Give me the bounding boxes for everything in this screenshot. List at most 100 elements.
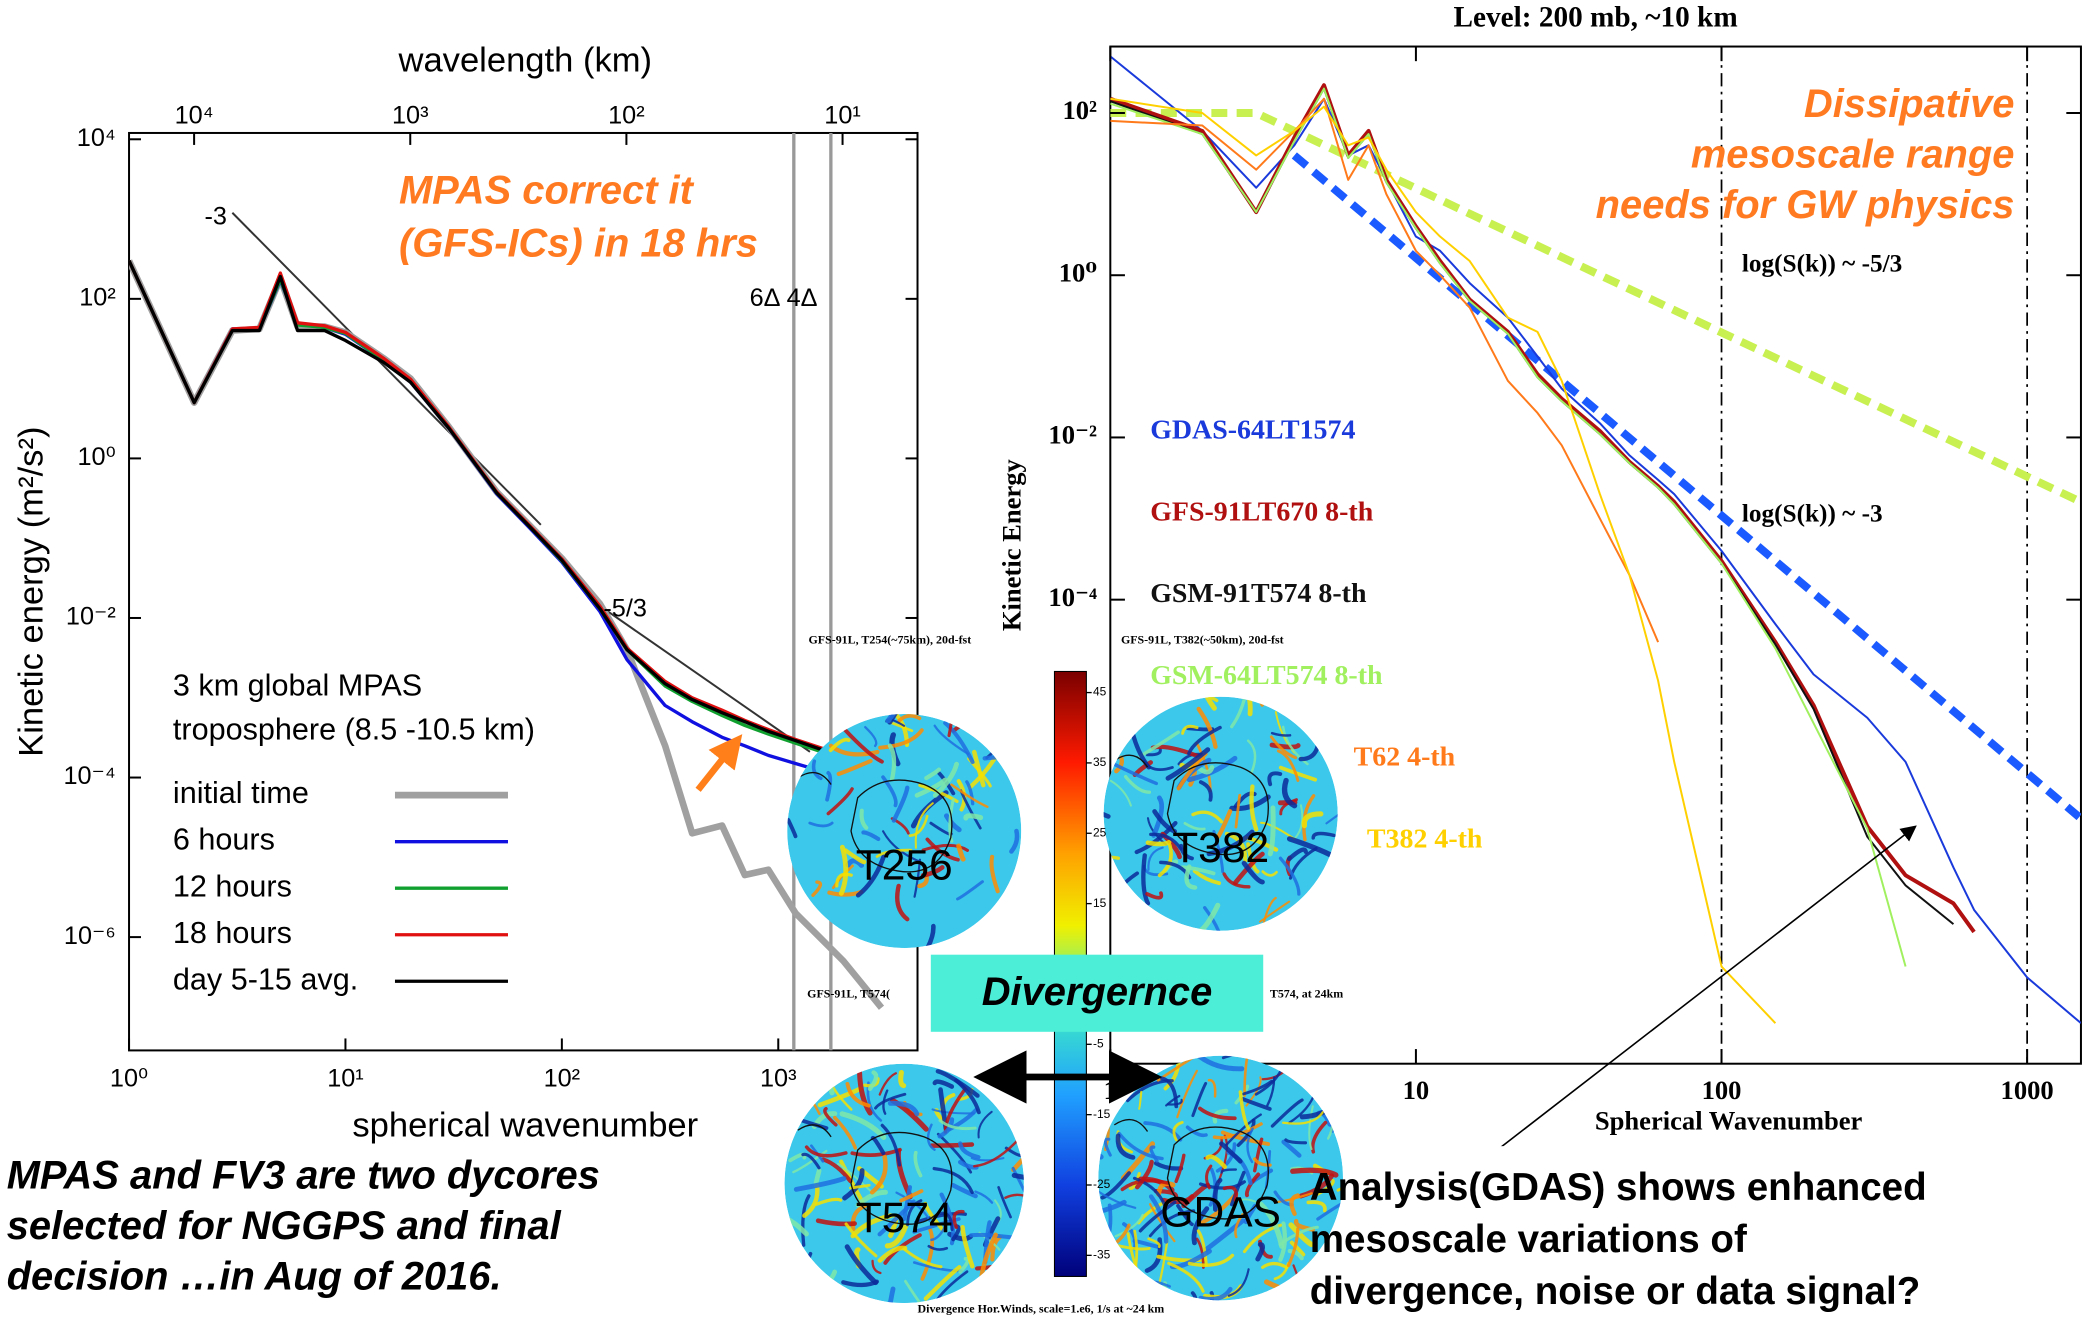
map-wave [957,1159,979,1170]
map-wave [826,787,854,816]
map-wave [1100,1171,1131,1200]
map-wave [1011,1132,1024,1173]
map-wave [1246,739,1257,775]
map-label: T574 [856,1194,953,1242]
map-wave [1198,1286,1233,1301]
map-wave [844,1244,879,1286]
map-wave [867,1070,879,1092]
map-wave [1325,800,1338,825]
map-wave [904,1279,931,1304]
y-axis-label: Kinetic Energy [997,458,1027,631]
x-axis-label: Spherical Wavenumber [1595,1106,1863,1136]
map-wave [1311,831,1336,840]
note: mesoscale variations of [1310,1218,1747,1261]
map-wave [1289,1193,1300,1216]
map-wave [1172,1120,1184,1142]
map-wave [1145,839,1172,847]
map-wave [985,725,1022,760]
map-wave [933,724,970,756]
legend-label: GSM-64LT574 8-th [1150,660,1383,691]
map-wave [1145,891,1164,900]
map-wave [864,725,878,748]
map-wave [857,1069,873,1116]
map-wave [1205,1164,1213,1190]
y-tick-label: 10⁴ [77,124,116,152]
note: needs for GW physics [1596,183,2015,227]
map-wave [1147,846,1164,871]
y-axis-label: Kinetic energy (m²/s²) [12,427,50,757]
map-wave [801,1152,821,1170]
map-wave [1287,1248,1304,1261]
map-wave [902,1185,913,1221]
x-tick-label: 10 [1403,1075,1430,1105]
map-wave [1196,706,1218,749]
map-wave [1241,1097,1272,1111]
map-wave [1220,1130,1271,1146]
note: Analysis(GDAS) shows enhanced [1310,1166,1927,1209]
note: MPAS correct it [399,168,695,212]
legend-label: GFS-91LT670 8-th [1150,496,1374,527]
map-wave [1197,696,1217,711]
map-panels: T256 GFS-91L, T254(~75km), 20d-fst T382 GFS… [784,633,1343,1315]
y-tick-label: 10² [1062,95,1097,125]
map-wave [884,1223,909,1249]
map-wave [950,783,989,808]
map-wave [891,785,910,823]
map-wave [1156,1254,1206,1263]
slope-label: -5/3 [603,595,647,623]
map-wave [1122,1222,1138,1251]
map-wave [823,1106,838,1127]
map-wave [811,759,823,781]
map-wave [1123,774,1152,794]
map-wave [1203,906,1226,931]
map-wave [886,1286,896,1304]
map-wave [1184,864,1198,890]
chart: 10⁰ 10¹ 10² 10³ 10⁻⁶ 10⁻⁴ 10⁻² 10⁰ 10² 10⁴ 10⁴ 10³ 1… [12,42,919,1145]
map-wave [1156,1181,1176,1197]
map-wave [1103,1137,1112,1157]
x2-tick-label: 10² [608,102,645,130]
map-wave [932,1079,955,1089]
map-wave [1196,1229,1208,1267]
series-line [1110,97,1660,643]
map-wave [1308,1105,1314,1151]
map-wave [1174,1153,1186,1184]
map-wave [1255,1242,1266,1262]
map-wave [1282,1111,1324,1125]
slope-label: log(S(k)) ~ -5/3 [1742,250,1902,278]
map-wave [1009,828,1020,854]
map-wave [1279,798,1298,816]
map-wave [1263,1279,1313,1296]
map-wave [874,1092,907,1110]
x-tick-label: 100 [1702,1075,1742,1105]
map-wave [882,1089,889,1115]
map-wave [1242,1079,1273,1096]
map-wave [1103,779,1111,819]
map-wave [1151,795,1165,838]
legend-label: initial time [173,776,309,810]
map-wave [956,880,984,901]
map-wave [1281,1139,1302,1158]
map-wave [878,728,924,750]
map-wave [1244,1172,1261,1198]
map-wave [1229,1170,1246,1207]
map-wave [1290,1167,1339,1178]
map-wave [887,743,897,782]
map-wave [1253,1137,1264,1173]
map-wave [937,1117,955,1139]
map-wave [906,1199,923,1227]
map-wave [1114,755,1124,774]
map-wave [1138,1200,1177,1233]
map-wave [963,813,984,821]
map-wave [972,749,986,788]
map-wave [1261,1261,1289,1270]
map-wave [1315,1179,1335,1197]
plot-frame [128,131,919,1052]
map-wave [1238,1198,1256,1203]
map-wave [1103,855,1121,872]
map-wave [1152,809,1178,834]
colorbar-label: 25 [1093,825,1107,839]
map-wave [814,1197,843,1206]
map-wave [1205,1154,1227,1169]
